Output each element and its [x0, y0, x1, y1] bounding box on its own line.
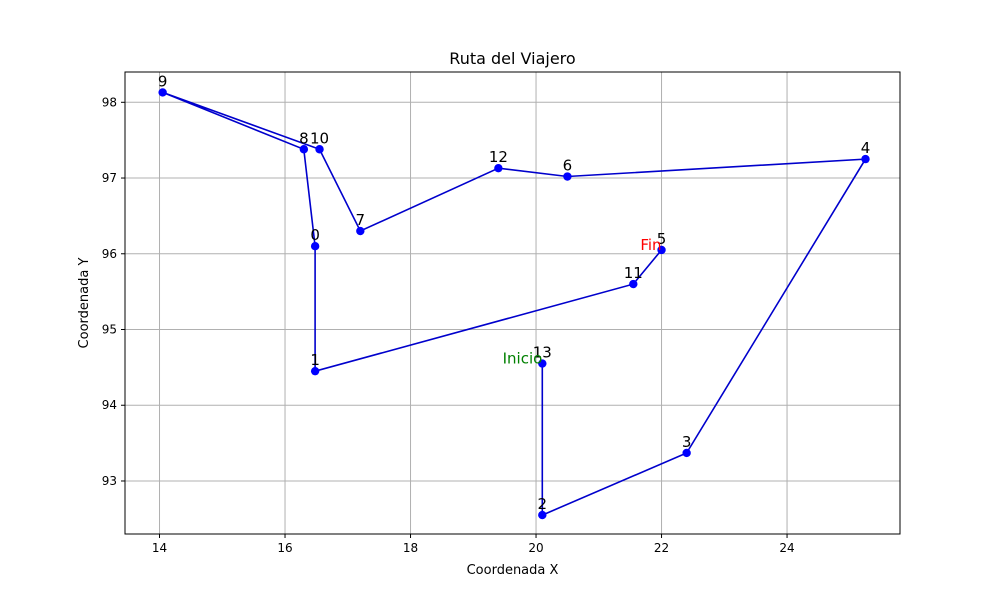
x-tick-label: 20 [528, 541, 543, 555]
point-label: 0 [310, 226, 320, 244]
point-label: 12 [489, 148, 508, 166]
route-point [538, 510, 547, 520]
x-tick-label: 22 [654, 541, 669, 555]
route-point [494, 163, 503, 173]
route-point [657, 245, 666, 255]
point-label: 5 [657, 230, 667, 248]
y-tick-label: 96 [102, 247, 117, 261]
route-point [299, 145, 309, 154]
x-tick-label: 16 [277, 541, 292, 555]
x-axis-label: Coordenada X [467, 563, 559, 578]
route-point [158, 88, 167, 97]
y-axis-label: Coordenada Y [77, 258, 92, 349]
point-label: 3 [682, 433, 692, 451]
route-annotation: Inicio [503, 350, 543, 368]
point-label: 1 [310, 351, 320, 369]
route-point [682, 448, 691, 458]
route-line-group [162, 91, 867, 517]
x-tick-label: 14 [152, 541, 167, 555]
route-point [629, 279, 638, 289]
point-label: 11 [624, 264, 643, 282]
y-tick-label: 97 [102, 171, 117, 185]
point-label: 10 [310, 129, 329, 147]
point-label: 9 [158, 72, 168, 90]
point-label: 7 [356, 211, 366, 229]
route-point [356, 226, 365, 236]
point-label: 4 [861, 139, 871, 157]
route-line [162, 91, 867, 517]
point-label: 13 [533, 344, 552, 362]
grid [125, 72, 900, 534]
route-point [563, 172, 572, 181]
y-tick-label: 93 [102, 474, 117, 488]
point-label: 8 [299, 129, 309, 147]
route-markers [158, 88, 870, 520]
route-point [861, 154, 870, 164]
point-label: 6 [563, 157, 573, 175]
route-point [310, 366, 320, 376]
y-tick-label: 94 [102, 398, 117, 412]
route-point [538, 359, 547, 368]
route-point [310, 241, 320, 251]
route-point [315, 145, 324, 154]
plot-frame [124, 71, 901, 535]
y-tick-label: 98 [102, 95, 117, 109]
x-tick-label: 24 [779, 541, 794, 555]
y-tick-label: 95 [102, 323, 117, 337]
x-tick-label: 18 [403, 541, 418, 555]
route-annotations: Inicio Fin [503, 236, 662, 368]
chart-title: Ruta del Viajero [449, 49, 575, 68]
route-annotation: Fin [640, 236, 661, 254]
point-label: 2 [538, 495, 548, 513]
